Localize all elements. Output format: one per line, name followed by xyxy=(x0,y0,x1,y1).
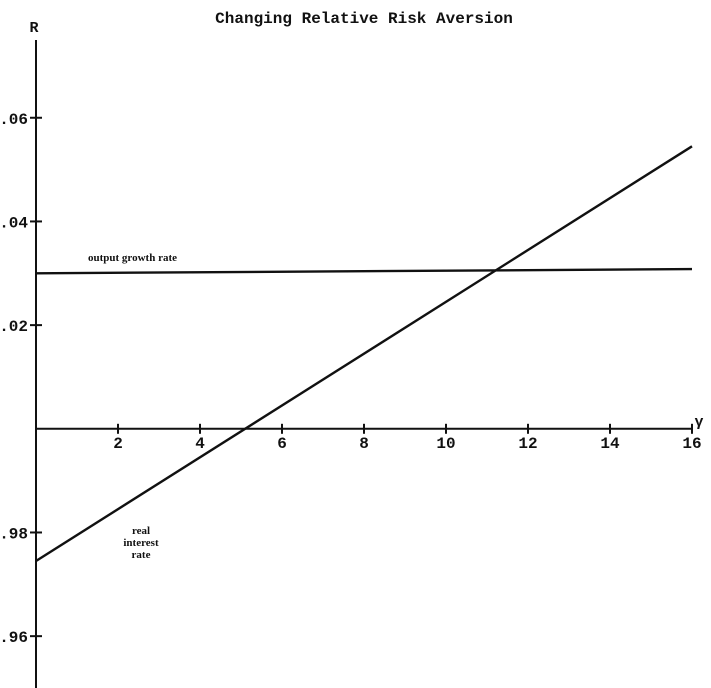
x-axis-group: 2 4 6 8 10 12 14 16 γ xyxy=(36,414,704,453)
series-label: rate xyxy=(132,549,151,561)
series-label: output growth rate xyxy=(88,252,177,264)
series-group xyxy=(35,145,693,563)
y-tick-label: .06 xyxy=(0,111,28,129)
series-label: real xyxy=(132,525,150,537)
series-line-real-interest-rate xyxy=(35,145,693,563)
y-tick-label: .04 xyxy=(0,214,28,232)
series-line-output-growth-rate xyxy=(35,267,693,275)
x-tick-label: 4 xyxy=(195,435,205,453)
x-tick-label: 14 xyxy=(600,435,620,453)
y-tick-group: .06 .04 .02 .98 .96 xyxy=(0,111,42,647)
y-tick-label: .96 xyxy=(0,629,28,647)
x-tick-label: 12 xyxy=(518,435,537,453)
x-tick-label: 16 xyxy=(682,435,701,453)
y-axis-name: R xyxy=(29,20,38,37)
y-tick-label: .02 xyxy=(0,318,28,336)
x-axis-name: γ xyxy=(694,414,703,431)
chart-title: Changing Relative Risk Aversion xyxy=(215,10,513,28)
series-label: interest xyxy=(123,537,159,549)
x-tick-label: 10 xyxy=(436,435,455,453)
x-tick-label: 2 xyxy=(113,435,123,453)
x-tick-label: 8 xyxy=(359,435,369,453)
x-tick-label: 6 xyxy=(277,435,287,453)
y-tick-label: .98 xyxy=(0,525,28,543)
